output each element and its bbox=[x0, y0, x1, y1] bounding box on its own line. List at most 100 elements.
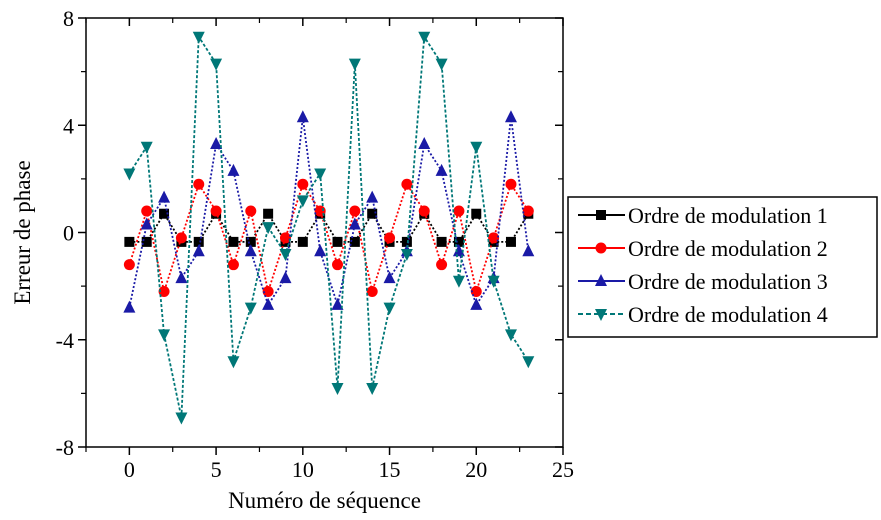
series-3-point bbox=[158, 190, 171, 203]
series-1-point bbox=[245, 236, 256, 247]
x-tick-label: 5 bbox=[211, 457, 222, 482]
series-3-point bbox=[192, 244, 205, 257]
series-4-point bbox=[348, 58, 361, 71]
y-tick-label: 0 bbox=[63, 221, 74, 246]
series-2-point bbox=[453, 205, 465, 217]
series-2-point bbox=[227, 259, 239, 271]
series-4-point bbox=[487, 275, 500, 288]
series-4-point bbox=[435, 58, 448, 71]
series-1-point bbox=[193, 236, 204, 247]
x-tick-label: 20 bbox=[465, 457, 487, 482]
y-axis-title: Erreur de phase bbox=[10, 160, 35, 304]
series-4-point bbox=[296, 195, 309, 208]
legend: Ordre de modulation 1 Ordre de modulation… bbox=[567, 196, 878, 338]
series-2-point bbox=[384, 232, 396, 244]
series-1-point bbox=[263, 208, 274, 219]
series-2-point bbox=[488, 232, 500, 244]
series-4-point bbox=[262, 222, 275, 235]
series-3-point bbox=[452, 244, 465, 257]
legend-label-4: Ordre de modulation 4 bbox=[628, 302, 828, 327]
series-3-point bbox=[262, 297, 275, 310]
series-2-line bbox=[128, 182, 530, 295]
series-3-point bbox=[123, 300, 136, 313]
x-tick-label: 10 bbox=[292, 457, 314, 482]
x-axis-title: Numéro de séquence bbox=[228, 488, 421, 513]
series-2-point bbox=[245, 205, 257, 217]
series-3-point bbox=[140, 217, 153, 230]
series-4-point bbox=[418, 31, 431, 44]
series-4-point bbox=[140, 141, 153, 154]
series-3-point bbox=[504, 110, 517, 123]
series-3-point bbox=[470, 297, 483, 310]
series-2-point bbox=[401, 178, 413, 190]
series-1-point bbox=[228, 236, 239, 247]
series-3-point bbox=[227, 163, 240, 176]
y-tick-label: 4 bbox=[63, 113, 74, 138]
series-2-point bbox=[366, 285, 378, 297]
series-4-point bbox=[331, 383, 344, 396]
series-2-point bbox=[193, 178, 205, 190]
series-2-point bbox=[505, 178, 517, 190]
series-1-point bbox=[159, 208, 170, 219]
series-3-point bbox=[348, 217, 361, 230]
series-1-point bbox=[436, 236, 447, 247]
series-1-point bbox=[297, 236, 308, 247]
legend-marker-3 bbox=[595, 274, 607, 286]
x-tick-label: 15 bbox=[379, 457, 401, 482]
series-3-point bbox=[366, 190, 379, 203]
series-4-point bbox=[123, 168, 136, 181]
legend-marker-2 bbox=[595, 242, 607, 254]
series-2-point bbox=[141, 205, 153, 217]
y-tick-label: 8 bbox=[63, 6, 74, 31]
series-3-point bbox=[279, 271, 292, 284]
legend-label-2: Ordre de modulation 2 bbox=[628, 236, 828, 261]
legend-label-3: Ordre de modulation 3 bbox=[628, 269, 828, 294]
series-1-point bbox=[141, 236, 152, 247]
legend-label-1: Ordre de modulation 1 bbox=[628, 203, 828, 228]
series-3-point bbox=[331, 297, 344, 310]
series-4-line bbox=[128, 33, 530, 418]
plot-frame bbox=[85, 17, 564, 448]
series-4-point bbox=[175, 412, 188, 425]
series-2-point bbox=[297, 178, 309, 190]
series-1-point bbox=[124, 236, 135, 247]
series-3-point bbox=[418, 137, 431, 150]
x-tick-label: 25 bbox=[552, 457, 574, 482]
series-1-point bbox=[505, 236, 516, 247]
series-3-point bbox=[244, 244, 257, 257]
series-3-point bbox=[296, 110, 309, 123]
series-1-point bbox=[367, 208, 378, 219]
y-tick-label: -8 bbox=[56, 435, 74, 460]
y-tick-label: -4 bbox=[56, 328, 74, 353]
series-4-point bbox=[400, 248, 413, 261]
series-4-point bbox=[279, 248, 292, 261]
legend-marker-4 bbox=[595, 309, 607, 321]
series-4-point bbox=[522, 356, 535, 369]
series-2-point bbox=[158, 285, 170, 297]
series-2-point bbox=[123, 259, 135, 271]
series-2-point bbox=[279, 232, 291, 244]
series-4-point bbox=[383, 302, 396, 315]
series-4-point bbox=[452, 275, 465, 288]
plot-area bbox=[123, 31, 535, 425]
series-2-point bbox=[436, 259, 448, 271]
axes: 0 5 10 15 20 25 -8 -4 0 4 8 bbox=[56, 6, 574, 482]
series-1-point bbox=[453, 236, 464, 247]
series-3-point bbox=[210, 137, 223, 150]
legend-marker-1 bbox=[596, 210, 606, 220]
series-1-point bbox=[471, 208, 482, 219]
series-4 bbox=[123, 31, 535, 425]
series-2-point bbox=[522, 205, 534, 217]
series-4-point bbox=[227, 356, 240, 369]
series-2-point bbox=[418, 205, 430, 217]
series-4-point bbox=[192, 31, 205, 44]
series-2-point bbox=[210, 205, 222, 217]
series-3-point bbox=[314, 244, 327, 257]
series-1-point bbox=[401, 236, 412, 247]
x-tick-label: 0 bbox=[124, 457, 135, 482]
series-2 bbox=[123, 178, 534, 297]
series-3-point bbox=[522, 244, 535, 257]
series-4-point bbox=[244, 302, 257, 315]
series-4-point bbox=[210, 58, 223, 71]
